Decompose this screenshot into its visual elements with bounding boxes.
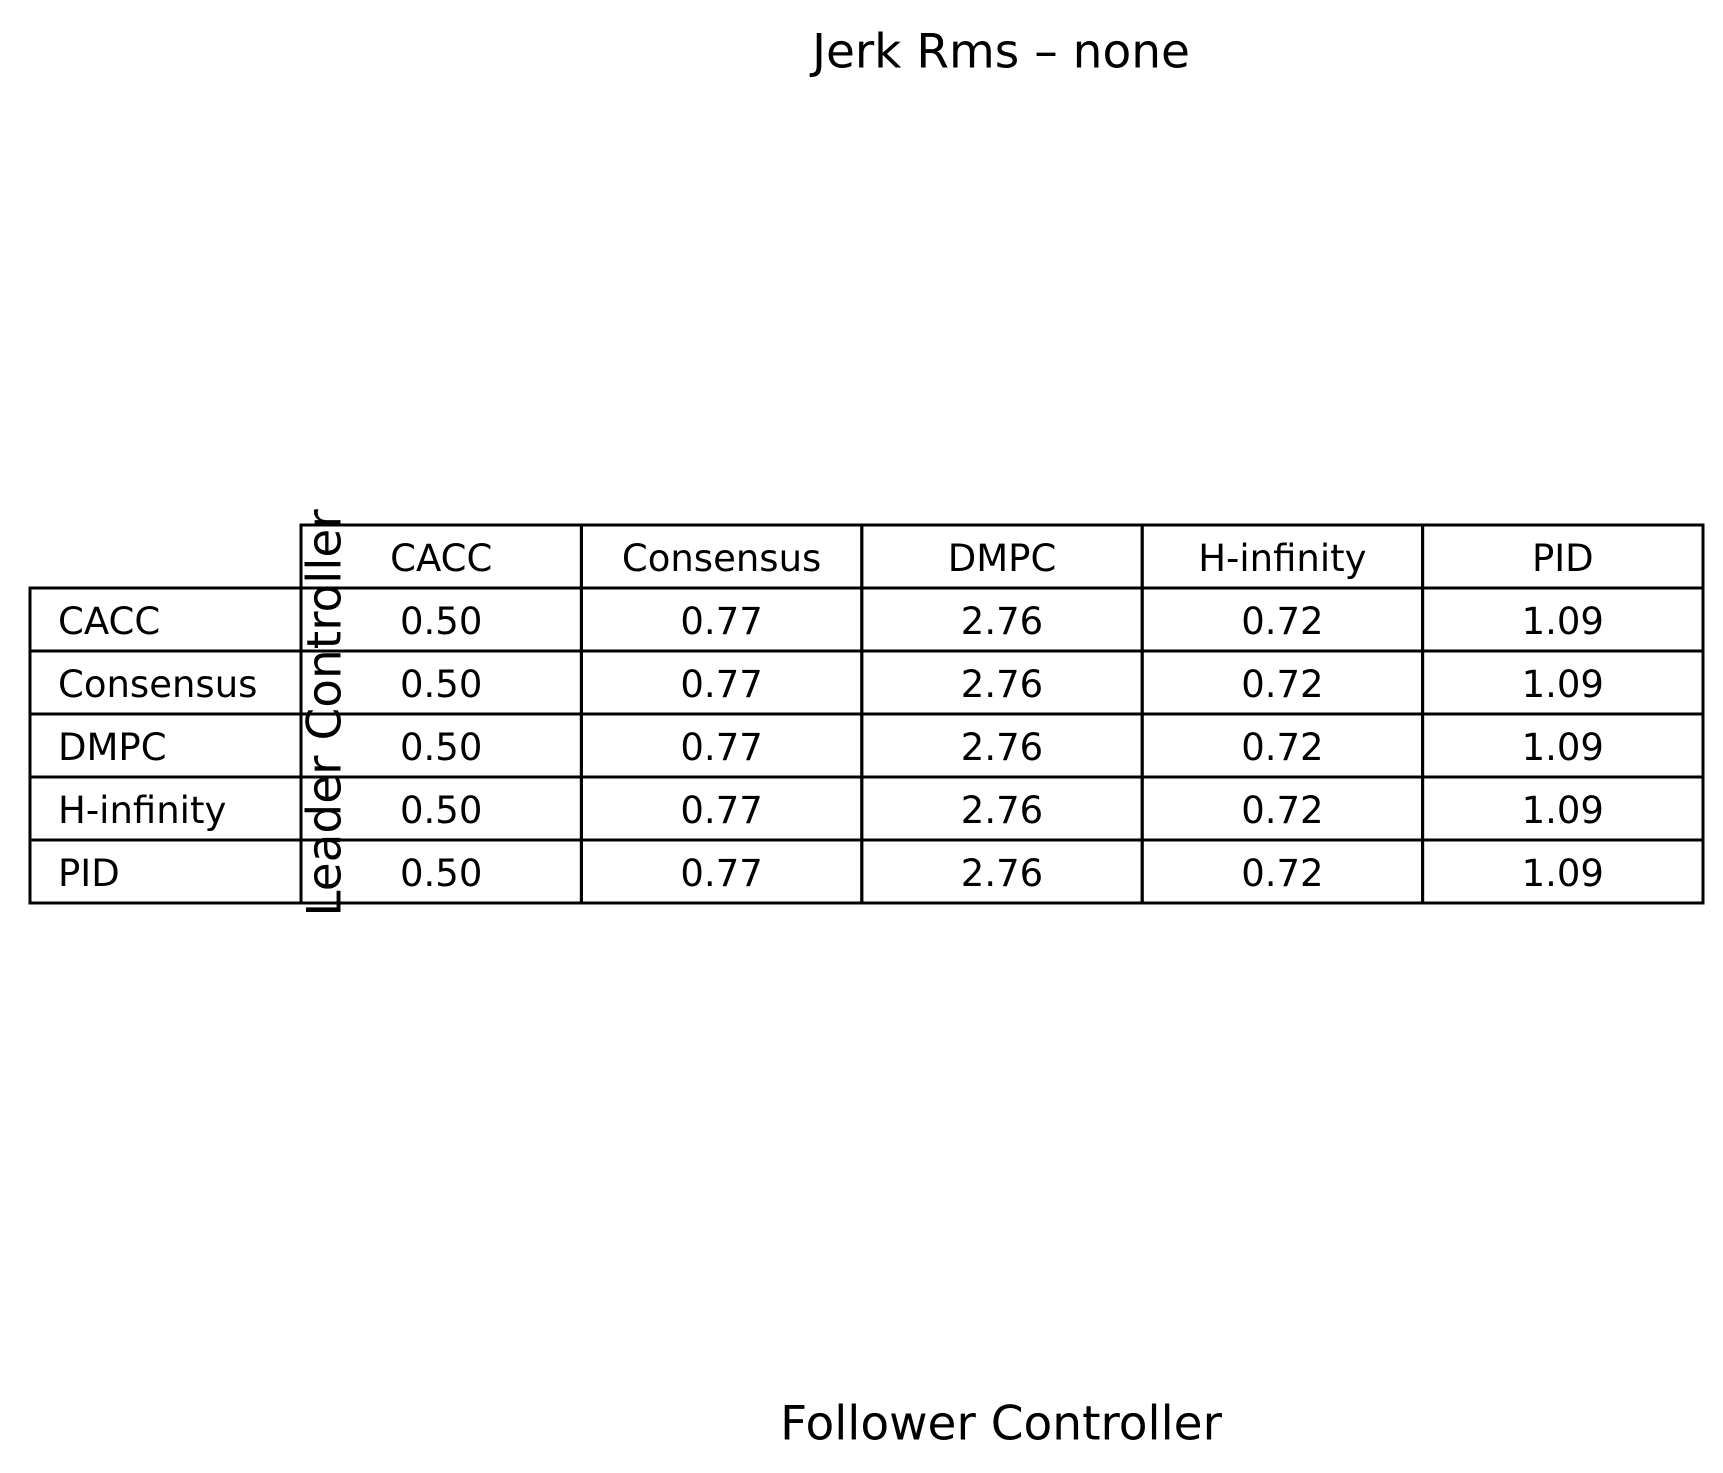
- column-header-label: Consensus: [622, 537, 821, 580]
- column-header-label: CACC: [390, 537, 492, 580]
- table-cell-value: 1.09: [1522, 789, 1604, 832]
- table-cell-value: 0.72: [1241, 663, 1323, 706]
- column-header-label: H-infinity: [1198, 537, 1366, 580]
- column-header-label: DMPC: [948, 537, 1057, 580]
- table-cell-value: 1.09: [1522, 726, 1604, 769]
- table-cell: [1421, 838, 1705, 905]
- column-header-label: PID: [1532, 537, 1594, 580]
- table-cell-value: 0.50: [400, 726, 482, 769]
- row-header-label: DMPC: [58, 726, 167, 769]
- chart-title: Jerk Rms – none: [812, 24, 1190, 80]
- y-axis-label: Leader Controller: [297, 509, 353, 917]
- table-cell-value: 0.77: [680, 726, 762, 769]
- table-cell-value: 0.72: [1241, 726, 1323, 769]
- table-cell-value: 0.72: [1241, 789, 1323, 832]
- table-cell-value: 0.77: [680, 600, 762, 643]
- table-cell-value: 0.50: [400, 600, 482, 643]
- table-cell-value: 1.09: [1522, 663, 1604, 706]
- row-header-label: Consensus: [58, 663, 257, 706]
- row-header-label: PID: [58, 852, 120, 895]
- table-cell-value: 2.76: [961, 726, 1043, 769]
- table-cell-value: 0.77: [680, 663, 762, 706]
- row-header-label: H-infinity: [58, 789, 226, 832]
- table-cell-value: 1.09: [1522, 852, 1604, 895]
- table-cell-value: 0.50: [400, 852, 482, 895]
- table-cell-value: 0.50: [400, 663, 482, 706]
- table-cell-value: 2.76: [961, 789, 1043, 832]
- table-cell-value: 0.77: [680, 852, 762, 895]
- row-header-label: CACC: [58, 600, 160, 643]
- table-cell-value: 0.72: [1241, 852, 1323, 895]
- table-cell-value: 2.76: [961, 852, 1043, 895]
- table-cell-value: 0.50: [400, 789, 482, 832]
- x-axis-label: Follower Controller: [780, 1396, 1222, 1452]
- table-cell-value: 2.76: [961, 600, 1043, 643]
- table-cell-value: 2.76: [961, 663, 1043, 706]
- table-cell-value: 0.77: [680, 789, 762, 832]
- table-cell-value: 0.72: [1241, 600, 1323, 643]
- table-cell-value: 1.09: [1522, 600, 1604, 643]
